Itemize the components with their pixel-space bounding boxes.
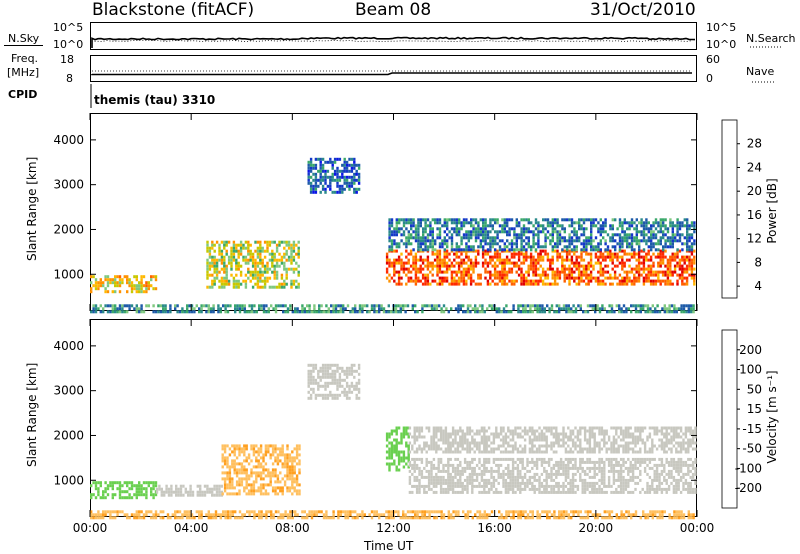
data-region-1-2 [221, 444, 301, 496]
cbtick-label-0-5: 8 [754, 255, 762, 269]
xtick-label-0: 00:00 [73, 521, 108, 535]
ytick-label-1-3: 4000 [53, 339, 84, 353]
noise-right-tick-bottom: 10^0 [706, 38, 737, 51]
freq-left-tick-bottom: 8 [66, 72, 73, 85]
data-region-0-5 [90, 304, 695, 314]
data-region-0-2 [385, 249, 696, 286]
date-title: 31/Oct/2010 [590, 0, 696, 20]
data-region-0-4 [307, 157, 361, 194]
freq-right-tick-bottom: 0 [706, 72, 713, 85]
xtick-label-1: 04:00 [174, 521, 209, 535]
ytick-label-1-2: 3000 [53, 384, 84, 398]
data-region-1-6 [307, 363, 361, 400]
noise-panel [90, 22, 697, 50]
ytick-label-0-0: 1000 [53, 267, 84, 281]
xtick-label-6: 00:00 [680, 521, 715, 535]
cbtick-label-1-6: -100 [735, 461, 762, 475]
cbtick-label-0-0: 28 [747, 137, 762, 151]
cbtick-label-0-6: 4 [754, 279, 762, 293]
noise-left-tick-top: 10^5 [53, 21, 84, 34]
ytick-label-0-1: 2000 [53, 222, 84, 236]
ytick-label-0-3: 4000 [53, 133, 84, 147]
cbtick-label-0-2: 20 [747, 184, 762, 198]
noise-search-line [91, 40, 693, 42]
freq-panel [90, 55, 697, 82]
data-region-0-0 [90, 275, 158, 294]
freq-right-tick-top: 60 [706, 53, 720, 66]
cbtick-label-1-1: 100 [739, 363, 762, 377]
xtick-label-3: 12:00 [376, 521, 411, 535]
colorbar-frame-1 [721, 329, 738, 509]
data-region-0-1 [206, 240, 300, 289]
data-region-1-0 [90, 481, 158, 500]
cbtick-label-0-1: 24 [747, 160, 762, 174]
x-axis-label: Time UT [364, 539, 414, 553]
ytick-label-0-2: 3000 [53, 178, 84, 192]
beam-title: Beam 08 [355, 0, 432, 20]
cbtick-label-1-0: 200 [739, 343, 762, 357]
freq-label-bottom: [MHz] [7, 66, 40, 79]
ytick-label-1-1: 2000 [53, 428, 84, 442]
nave-label: Nave [746, 65, 775, 78]
colorbar-frame-0 [721, 119, 738, 299]
ytick-label-1-0: 1000 [53, 473, 84, 487]
freq-line [91, 72, 692, 76]
cbtick-label-1-3: 15 [747, 402, 762, 416]
xtick-label-4: 16:00 [477, 521, 512, 535]
nsky-label: N.Sky [4, 33, 44, 46]
freq-left-tick-top: 18 [60, 53, 74, 66]
cbtick-label-0-4: 12 [747, 232, 762, 246]
data-region-1-4 [408, 457, 697, 494]
cbtick-label-1-7: -200 [735, 481, 762, 495]
cbtick-label-1-5: -50 [742, 442, 762, 456]
cbtick-label-0-3: 16 [747, 208, 762, 222]
noise-right-tick-top: 10^5 [706, 21, 737, 34]
data-region-1-1 [155, 484, 223, 497]
data-region-0-3 [388, 218, 696, 252]
data-region-1-3 [385, 426, 410, 472]
data-region-1-7 [90, 510, 695, 520]
nsearch-label: N.Search [746, 32, 796, 45]
cpid-text: themis (tau) 3310 [94, 93, 216, 107]
xtick-label-5: 20:00 [579, 521, 614, 535]
freq-label-top: Freq. [11, 52, 39, 65]
cbtick-label-1-2: 50 [747, 382, 762, 396]
cpid-label: CPID [8, 88, 38, 101]
noise-sky-line [91, 36, 696, 48]
noise-left-tick-bottom: 10^0 [53, 38, 84, 51]
station-title: Blackstone (fitACF) [92, 0, 255, 20]
data-region-1-5 [408, 426, 697, 454]
xtick-label-2: 08:00 [275, 521, 310, 535]
cbtick-label-1-4: -15 [742, 422, 762, 436]
